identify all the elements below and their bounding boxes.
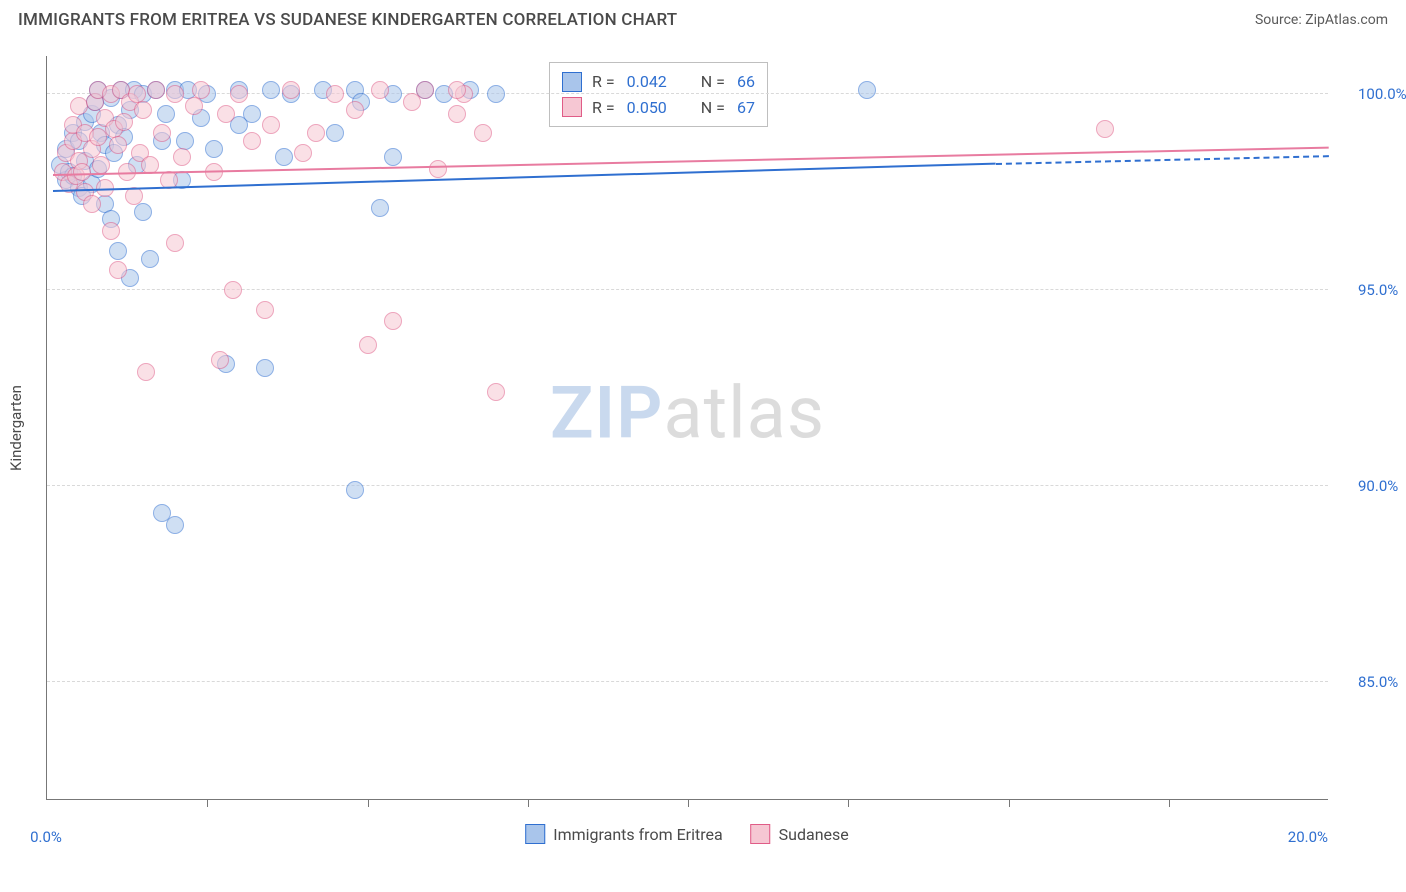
data-point <box>371 81 389 99</box>
data-point <box>371 199 389 217</box>
legend-swatch <box>525 824 545 844</box>
data-point <box>487 383 505 401</box>
data-point <box>346 101 364 119</box>
data-point <box>243 105 261 123</box>
x-tick <box>368 799 369 807</box>
y-tick-label: 100.0% <box>1358 85 1406 103</box>
watermark-zip: ZIP <box>550 370 663 455</box>
data-point <box>166 516 184 534</box>
watermark-atlas: atlas <box>663 370 825 455</box>
source-label: Source: ZipAtlas.com <box>1255 12 1388 28</box>
data-point <box>275 148 293 166</box>
data-point <box>384 148 402 166</box>
data-point <box>92 156 110 174</box>
r-value: 0.042 <box>627 69 667 95</box>
data-point <box>157 105 175 123</box>
data-point <box>102 222 120 240</box>
data-point <box>487 85 505 103</box>
series-legend: Immigrants from Eritrea Sudanese <box>525 824 849 844</box>
data-point <box>282 81 300 99</box>
y-tick-label: 90.0% <box>1358 477 1398 495</box>
legend-swatch <box>562 97 582 117</box>
data-point <box>134 203 152 221</box>
data-point <box>359 336 377 354</box>
y-axis-title: Kindergarten <box>7 385 25 471</box>
data-point <box>326 85 344 103</box>
legend-item: Immigrants from Eritrea <box>525 824 722 844</box>
n-value: 67 <box>737 95 755 121</box>
data-point <box>1096 120 1114 138</box>
data-point <box>147 81 165 99</box>
trend-line <box>996 155 1329 165</box>
x-tick <box>1009 799 1010 807</box>
x-tick <box>848 799 849 807</box>
x-tick <box>528 799 529 807</box>
data-point <box>326 124 344 142</box>
r-label: R = <box>592 95 615 121</box>
legend-label: Sudanese <box>779 825 849 844</box>
y-tick-label: 85.0% <box>1358 673 1398 691</box>
data-point <box>224 281 242 299</box>
data-point <box>192 81 210 99</box>
data-point <box>256 359 274 377</box>
data-point <box>858 81 876 99</box>
x-tick <box>1169 799 1170 807</box>
x-tick <box>688 799 689 807</box>
r-value: 0.050 <box>627 95 667 121</box>
data-point <box>448 105 466 123</box>
n-label: N = <box>701 95 725 121</box>
r-label: R = <box>592 69 615 95</box>
data-point <box>109 261 127 279</box>
data-point <box>205 140 223 158</box>
data-point <box>153 124 171 142</box>
data-point <box>166 234 184 252</box>
trend-line <box>53 163 995 192</box>
legend-swatch <box>751 824 771 844</box>
data-point <box>134 101 152 119</box>
data-point <box>115 113 133 131</box>
data-point <box>185 97 203 115</box>
n-value: 66 <box>737 69 755 95</box>
x-axis-min-label: 0.0% <box>30 828 62 846</box>
data-point <box>262 116 280 134</box>
legend-swatch <box>562 72 582 92</box>
legend-row: R = 0.042 N = 66 <box>562 69 755 95</box>
data-point <box>346 481 364 499</box>
gridline <box>47 485 1328 486</box>
legend-item: Sudanese <box>751 824 849 844</box>
y-tick-label: 95.0% <box>1358 281 1398 299</box>
x-tick <box>207 799 208 807</box>
data-point <box>230 85 248 103</box>
data-point <box>262 81 280 99</box>
data-point <box>83 195 101 213</box>
data-point <box>137 363 155 381</box>
data-point <box>256 301 274 319</box>
data-point <box>448 81 466 99</box>
data-point <box>384 312 402 330</box>
data-point <box>211 351 229 369</box>
gridline <box>47 681 1328 682</box>
correlation-legend: R = 0.042 N = 66 R = 0.050 N = 67 <box>549 62 768 127</box>
data-point <box>173 148 191 166</box>
data-point <box>166 85 184 103</box>
data-point <box>109 242 127 260</box>
chart-title: IMMIGRANTS FROM ERITREA VS SUDANESE KIND… <box>18 10 677 30</box>
x-axis-max-label: 20.0% <box>1288 828 1328 846</box>
data-point <box>243 132 261 150</box>
data-point <box>416 81 434 99</box>
data-point <box>141 250 159 268</box>
watermark: ZIPatlas <box>550 370 825 455</box>
data-point <box>429 160 447 178</box>
data-point <box>109 136 127 154</box>
data-point <box>217 105 235 123</box>
data-point <box>307 124 325 142</box>
n-label: N = <box>701 69 725 95</box>
data-point <box>474 124 492 142</box>
data-point <box>294 144 312 162</box>
legend-label: Immigrants from Eritrea <box>553 825 722 844</box>
scatter-plot: ZIPatlas R =0.042N =66R =0.050N =67 85.0… <box>46 56 1328 800</box>
legend-row: R = 0.050 N = 67 <box>562 95 755 121</box>
